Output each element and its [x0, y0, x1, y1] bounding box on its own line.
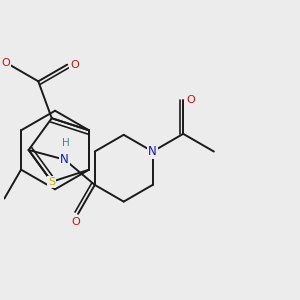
- Text: O: O: [2, 58, 11, 68]
- Text: O: O: [71, 218, 80, 227]
- Text: H: H: [61, 138, 69, 148]
- Text: S: S: [48, 177, 55, 187]
- Text: O: O: [70, 60, 79, 70]
- Text: N: N: [148, 145, 157, 158]
- Text: N: N: [60, 153, 69, 166]
- Text: O: O: [186, 95, 195, 106]
